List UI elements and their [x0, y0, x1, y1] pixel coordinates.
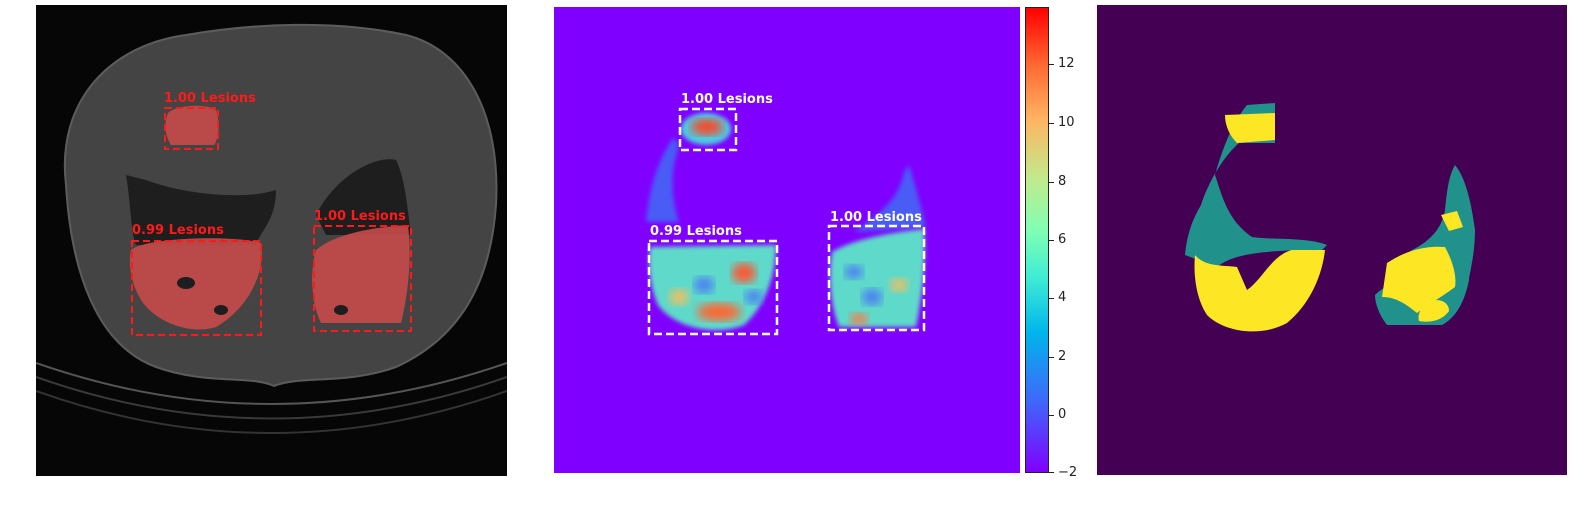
segmentation-panel	[1097, 5, 1567, 475]
ct-rib-ring	[36, 362, 507, 405]
ct-lung-dark	[316, 159, 411, 235]
lesion-box	[827, 224, 926, 332]
lesion-overlay	[312, 225, 410, 323]
lesion-box	[131, 240, 262, 336]
lesion-hole	[177, 277, 195, 289]
heat-blob-right	[830, 229, 925, 327]
colorbar-tick-label: 12	[1058, 56, 1075, 71]
colorbar-tick-label: 10	[1058, 115, 1075, 130]
lung-region	[646, 137, 679, 222]
lesion-box	[164, 107, 219, 150]
colorbar-tick	[1049, 123, 1054, 124]
lesion-hole	[334, 305, 348, 315]
segment-class2	[1418, 300, 1449, 322]
colorbar-tick-label: 0	[1058, 407, 1067, 422]
colorbar-tick-label: 8	[1058, 174, 1067, 189]
ct-rib-ring	[36, 390, 507, 434]
lesion-box	[647, 239, 779, 336]
lesion-overlay	[129, 238, 262, 330]
colorbar-tick	[1049, 240, 1054, 241]
segment-class2	[1225, 113, 1275, 143]
lesion-box-label: 0.99 Lesions	[132, 223, 224, 238]
heatmap-panel: 1.00 Lesions 0.99 Lesions 1.00 Lesions	[554, 7, 1020, 473]
colorbar-tick	[1049, 182, 1054, 183]
ct-body	[63, 23, 498, 388]
segment-class2	[1194, 250, 1325, 332]
colorbar-tick	[1049, 357, 1054, 358]
lesion-box-label: 1.00 Lesions	[830, 210, 922, 225]
colorbar-tick-label: 2	[1058, 349, 1067, 364]
lesion-box-label: 0.99 Lesions	[650, 224, 742, 239]
heatmap-image	[646, 107, 926, 336]
colorbar-tick-label: −2	[1058, 465, 1078, 480]
ct-lung-dark	[126, 175, 276, 245]
lesion-box	[678, 107, 738, 152]
segment-class2	[1441, 211, 1463, 231]
lesion-box-label: 1.00 Lesions	[681, 92, 773, 107]
segment-class1	[1185, 103, 1327, 267]
colorbar-tick	[1049, 298, 1054, 299]
colorbar-tick-label: 4	[1058, 290, 1067, 305]
colorbar-tick	[1049, 64, 1054, 65]
colorbar-tick	[1049, 415, 1054, 416]
colorbar	[1025, 7, 1049, 473]
lesion-hole	[214, 305, 228, 315]
ct-scan-panel: 1.00 Lesions 0.99 Lesions 1.00 Lesions	[36, 5, 507, 476]
heat-blob-left	[649, 245, 776, 331]
segmentation-image	[1185, 103, 1475, 332]
colorbar-tick-label: 6	[1058, 232, 1067, 247]
segment-class2	[1382, 246, 1456, 313]
heat-blob-upper	[681, 113, 731, 145]
colorbar-tick	[1049, 472, 1054, 473]
lesion-box	[313, 225, 412, 332]
ct-scan-image	[36, 23, 507, 434]
ct-rib-ring	[36, 376, 507, 420]
lesion-overlay	[165, 105, 219, 145]
lesion-box-label: 1.00 Lesions	[314, 209, 406, 224]
lung-region	[854, 165, 926, 232]
lesion-box-label: 1.00 Lesions	[164, 91, 256, 106]
